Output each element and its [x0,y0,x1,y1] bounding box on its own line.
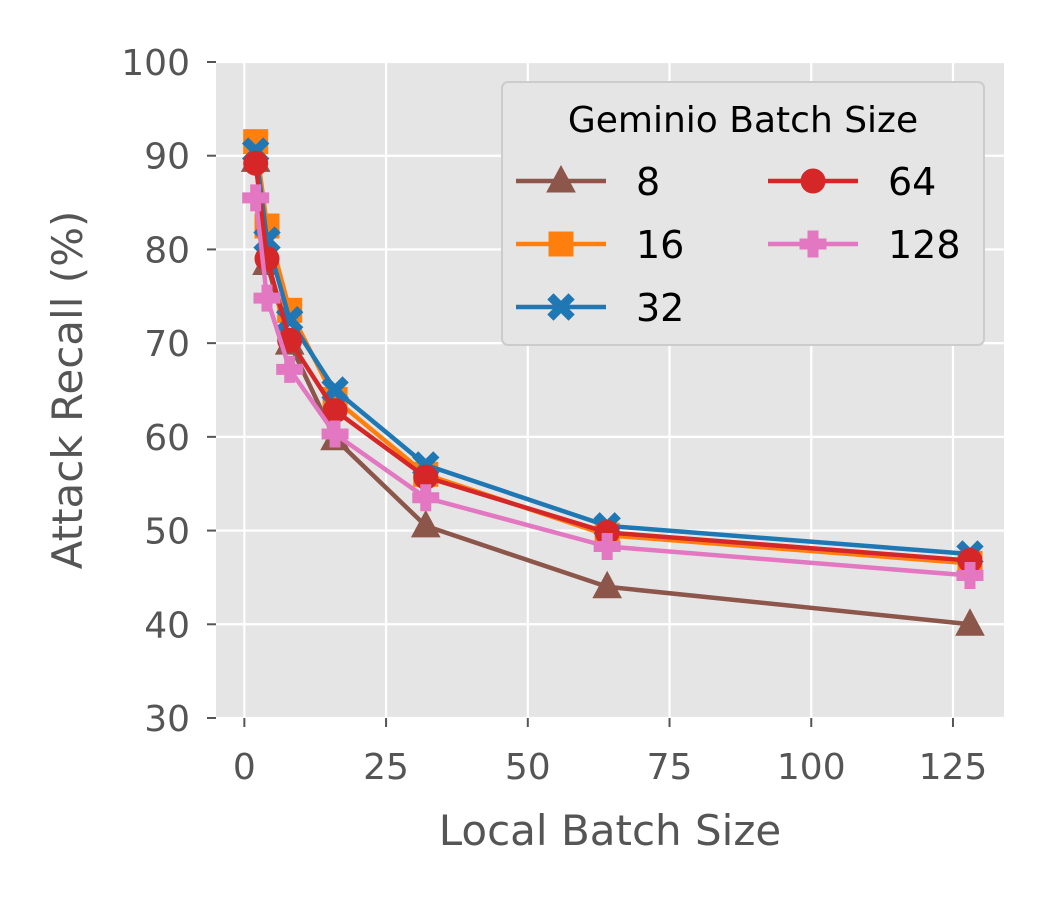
data-point-128 [321,420,349,448]
legend-item-32: 32 [516,286,684,330]
legend-item-64: 64 [768,160,936,204]
legend-item-16: 16 [516,223,684,267]
x-tick-label: 75 [647,747,693,788]
legend-marker [548,231,574,257]
x-tick-label: 125 [919,747,988,788]
data-point-128 [242,184,270,212]
legend-marker [546,164,576,193]
legend: Geminio Batch Size 8 16 32 64 128 [501,81,985,346]
legend-box [501,81,985,346]
y-tick-label: 50 [144,512,190,553]
y-tick-label: 40 [144,605,190,646]
legend-label: 8 [636,160,660,204]
y-tick-label: 80 [144,230,190,271]
data-point-128 [412,484,440,512]
legend-marker [800,168,826,194]
x-tick-label: 100 [777,747,846,788]
legend-title: Geminio Batch Size [568,100,918,141]
legend-label: 32 [636,286,684,330]
y-tick-label: 70 [144,324,190,365]
legend-marker [547,293,575,321]
y-tick-label: 100 [121,43,190,84]
legend-item-128: 128 [768,223,961,267]
data-point-8 [410,509,441,538]
y-tick-label: 60 [144,418,190,459]
data-point-128 [276,355,304,383]
data-point-8 [955,608,985,636]
data-point-128 [956,562,984,590]
data-point-64 [243,150,269,176]
y-axis-title: Attack Recall (%) [43,211,92,570]
legend-marker [799,230,827,258]
data-point-128 [253,284,281,312]
series-128 [242,184,984,590]
y-tick-label: 90 [144,137,190,178]
legend-label: 64 [888,160,936,204]
data-point-64 [254,246,280,272]
axes: 0 25 50 75 100 125 30 40 50 60 70 80 90 100 [121,43,987,788]
legend-label: 128 [888,223,961,267]
series-layer [240,129,985,636]
legend-label: 16 [636,223,684,267]
data-point-8 [592,570,623,599]
x-tick-label: 0 [233,747,256,788]
x-axis-title: Local Batch Size [439,806,782,855]
data-point-128 [593,533,621,561]
y-tick-label: 30 [144,699,190,740]
x-tick-label: 25 [363,747,409,788]
x-tick-label: 50 [505,747,551,788]
legend-item-8: 8 [516,160,660,204]
